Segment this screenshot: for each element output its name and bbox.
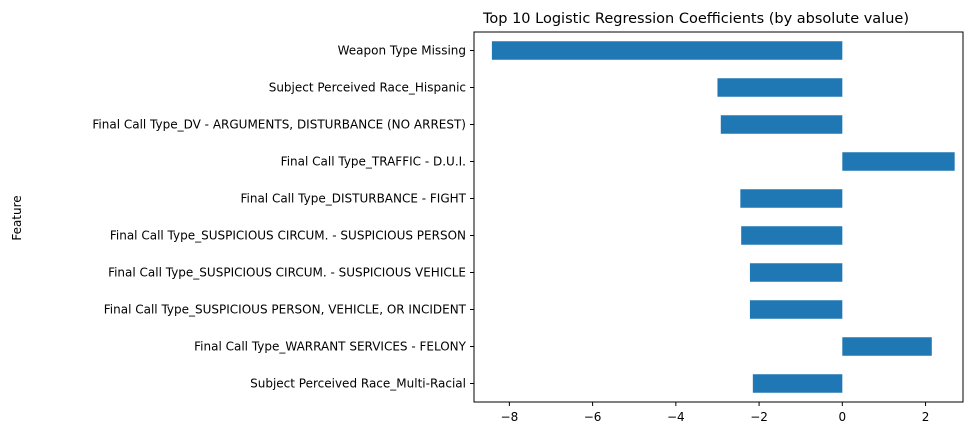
y-tick-label: Subject Perceived Race_Hispanic (269, 81, 466, 95)
bar (752, 374, 843, 393)
bar (491, 41, 843, 60)
bar (842, 152, 955, 171)
bar (720, 115, 843, 134)
bar (717, 78, 843, 97)
bar (842, 337, 932, 356)
bars-group (491, 41, 955, 393)
x-tick-label: −8 (501, 410, 519, 424)
plot-frame (473, 31, 964, 403)
y-ticks-group: Weapon Type Missing Subject Perceived Rac… (92, 44, 474, 391)
bar (749, 300, 843, 319)
bar (741, 226, 843, 245)
y-tick-label: Final Call Type_SUSPICIOUS CIRCUM. - SUS… (108, 266, 466, 280)
x-tick-label: 0 (838, 410, 846, 424)
x-tick-label: −6 (584, 410, 602, 424)
y-tick-label: Final Call Type_TRAFFIC - D.U.I. (281, 155, 466, 169)
y-tick-label: Final Call Type_WARRANT SERVICES - FELON… (194, 340, 467, 354)
y-tick-label: Final Call Type_SUSPICIOUS CIRCUM. - SUS… (110, 229, 466, 243)
y-tick-label: Final Call Type_DISTURBANCE - FIGHT (240, 192, 466, 206)
y-tick-label: Final Call Type_SUSPICIOUS PERSON, VEHIC… (104, 303, 467, 317)
bar (740, 189, 843, 208)
y-tick-label: Weapon Type Missing (338, 44, 466, 58)
x-tick-label: −2 (750, 410, 768, 424)
y-tick-label: Subject Perceived Race_Multi-Racial (250, 377, 466, 391)
y-tick-label: Final Call Type_DV - ARGUMENTS, DISTURBA… (92, 118, 466, 132)
chart-title: Top 10 Logistic Regression Coefficients … (482, 11, 909, 27)
x-tick-label: −4 (667, 410, 685, 424)
x-ticks-group: −8 −6 −4 −2 0 2 (501, 402, 930, 424)
x-tick-label: 2 (922, 410, 930, 424)
bar (749, 263, 843, 282)
y-axis-title: Feature (10, 195, 24, 240)
